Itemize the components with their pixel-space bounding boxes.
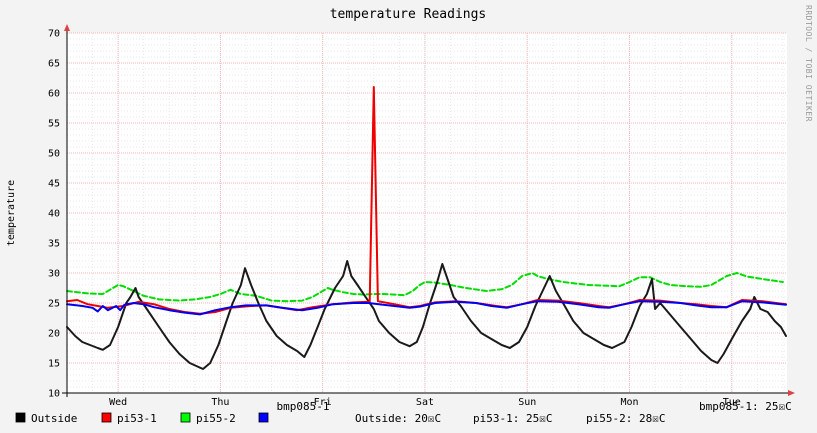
y-tick-label: 45 [48, 179, 60, 190]
y-tick-label: 40 [48, 209, 60, 220]
series-line-pi53-1 [66, 86, 787, 315]
major-grid [67, 32, 787, 393]
reading-outside: Outside: 20☒C [355, 412, 441, 425]
x-tick-labels: Wed Thu Fri Sat Sun Mon Tue [109, 397, 741, 408]
y-tick-label: 35 [48, 239, 60, 250]
x-tick-label: Sun [518, 397, 536, 408]
legend-label-pi53: pi53-1 [117, 412, 157, 425]
x-tick-label: Thu [211, 397, 229, 408]
legend-label-outside: Outside [31, 412, 77, 425]
legend-label-bmp085: bmp085-1 [277, 400, 330, 413]
reading-pi53: pi53-1: 25☒C [473, 412, 552, 425]
y-tick-label: 55 [48, 119, 60, 130]
series-line-bmp085-1 [66, 300, 787, 316]
y-tick-label: 10 [48, 389, 60, 400]
x-axis-arrow-icon [788, 390, 795, 396]
y-tick-label: 25 [48, 299, 60, 310]
y-tick-label: 70 [48, 29, 60, 40]
current-readings: Outside: 20☒C pi53-1: 25☒C pi55-2: 28☒C … [355, 400, 792, 425]
legend-swatch-bmp085 [258, 412, 269, 423]
x-tick-label: Tue [723, 397, 741, 408]
reading-bmp085: bmp085-1: 25☒C [699, 400, 792, 413]
y-tick-labels: 10 15 20 25 30 35 40 45 50 55 60 65 70 [48, 29, 60, 400]
y-tick-label: 20 [48, 329, 60, 340]
legend: Outside pi53-1 pi55-2 [15, 412, 269, 425]
series-line-outside [66, 260, 787, 370]
y-tick-label: 15 [48, 359, 60, 370]
y-tick-label: 65 [48, 59, 60, 70]
legend-swatch-outside [15, 412, 26, 423]
chart-title: temperature Readings [330, 7, 487, 22]
rrdtool-watermark: RRDTOOL / TOBI OETIKER [804, 5, 813, 122]
legend-swatch-pi53 [101, 412, 112, 423]
reading-pi55: pi55-2: 28☒C [586, 412, 665, 425]
x-tick-label: Fri [314, 397, 332, 408]
x-tick-label: Mon [620, 397, 638, 408]
y-tick-label: 60 [48, 89, 60, 100]
legend-swatch-pi55 [180, 412, 191, 423]
y-axis-label: temperature [6, 180, 17, 246]
series-layer [66, 86, 787, 370]
y-tick-label: 50 [48, 149, 60, 160]
x-tick-label: Wed [109, 397, 127, 408]
y-tick-label: 30 [48, 269, 60, 280]
legend-label-pi55: pi55-2 [196, 412, 236, 425]
x-tick-label: Sat [416, 397, 434, 408]
y-axis-arrow-icon [64, 24, 70, 31]
series-line-pi55-2 [66, 272, 784, 303]
